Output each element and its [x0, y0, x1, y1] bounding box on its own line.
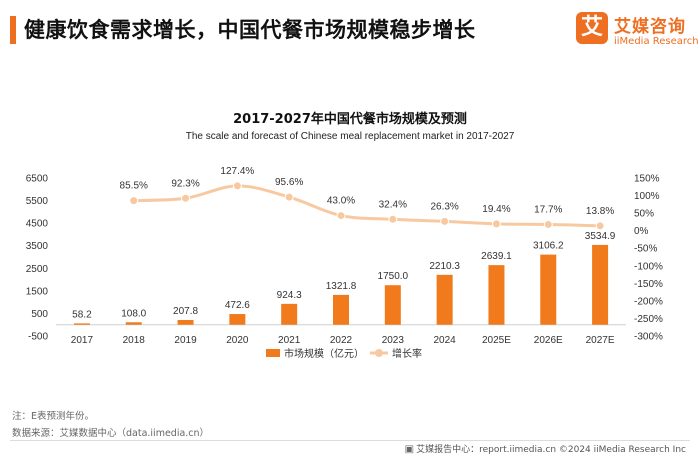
- bar-2021: [281, 303, 298, 325]
- x-tick-label: 2020: [226, 335, 249, 346]
- y-right-tick-label: -100%: [634, 261, 663, 272]
- growth-value-label: 17.7%: [534, 204, 562, 215]
- data-source: 数据来源：艾媒数据中心（data.iimedia.cn）: [12, 428, 210, 439]
- bar-2024: [436, 274, 453, 325]
- growth-point-2025E: [491, 219, 501, 229]
- growth-value-label: 19.4%: [482, 204, 510, 215]
- growth-point-2027E: [595, 221, 605, 231]
- x-tick-label: 2023: [382, 335, 405, 346]
- legend-bar-label: 市场规模（亿元）: [284, 347, 364, 360]
- growth-value-label: 26.3%: [430, 201, 458, 212]
- legend-line-marker: [375, 349, 383, 357]
- bar-value-label: 58.2: [72, 309, 92, 320]
- bar-2019: [177, 320, 194, 325]
- x-tick-label: 2027E: [586, 335, 615, 346]
- chart-title: 2017-2027年中国代餐市场规模及预测: [233, 112, 467, 127]
- growth-point-2021: [284, 192, 294, 202]
- growth-rate-line: [133, 184, 601, 228]
- y-right-tick-label: -50%: [634, 244, 657, 255]
- bar-2018: [125, 322, 142, 325]
- y-left-tick-label: 5500: [26, 196, 49, 207]
- growth-value-label: 13.8%: [586, 206, 614, 217]
- footer-divider: [10, 440, 690, 441]
- x-tick-label: 2026E: [534, 335, 563, 346]
- growth-value-label: 92.3%: [171, 178, 199, 189]
- y-left-tick-label: 3500: [26, 241, 49, 252]
- growth-point-2019: [181, 193, 191, 203]
- y-right-tick-label: 0%: [634, 226, 649, 237]
- bar-value-label: 3106.2: [533, 241, 564, 252]
- bar-2020: [229, 314, 246, 325]
- bar-2026E: [540, 254, 557, 325]
- headline-accent-bar: [10, 16, 16, 44]
- report-center-icon: ▣: [404, 444, 415, 455]
- page-headline: 健康饮食需求增长，中国代餐市场规模稳步增长: [24, 18, 476, 42]
- bar-value-label: 2210.3: [429, 261, 460, 272]
- y-left-tick-label: 500: [31, 309, 48, 320]
- bar-value-label: 924.3: [277, 290, 302, 301]
- growth-point-2020: [232, 181, 242, 191]
- footnote: 注：E表预测年份。: [12, 411, 95, 422]
- growth-value-label: 85.5%: [120, 181, 148, 192]
- brand-logo: 艾 艾媒咨询 iiMedia Research: [576, 12, 699, 52]
- y-left-tick-label: 4500: [26, 219, 49, 230]
- y-right-tick-label: 50%: [634, 209, 654, 220]
- x-tick-label: 2022: [330, 335, 353, 346]
- y-left-tick-label: -500: [28, 332, 48, 343]
- y-left-tick-label: 6500: [26, 174, 49, 185]
- x-tick-label: 2024: [434, 335, 457, 346]
- growth-point-2023: [388, 214, 398, 224]
- growth-value-label: 43.0%: [327, 196, 355, 207]
- footer-credit: ▣ 艾媒报告中心：report.iimedia.cn ©2024 iiMedia …: [405, 442, 686, 455]
- logo-mark-icon: 艾: [576, 12, 608, 44]
- y-left-tick-label: 2500: [26, 264, 49, 275]
- legend-line-label: 增长率: [392, 347, 422, 360]
- x-tick-label: 2017: [71, 335, 94, 346]
- chart-subtitle: The scale and forecast of Chinese meal r…: [185, 131, 515, 142]
- x-tick-label: 2025E: [482, 335, 511, 346]
- x-tick-label: 2019: [174, 335, 197, 346]
- bar-2017: [73, 323, 90, 325]
- x-tick-label: 2021: [278, 335, 301, 346]
- growth-point-2024: [440, 216, 450, 226]
- y-right-tick-label: -150%: [634, 279, 663, 290]
- bar-value-label: 472.6: [225, 300, 250, 311]
- logo-chinese-name: 艾媒咨询: [614, 17, 686, 37]
- x-tick-label: 2018: [123, 335, 146, 346]
- y-right-tick-label: -250%: [634, 314, 663, 325]
- growth-point-2018: [129, 196, 139, 206]
- y-right-tick-label: -300%: [634, 332, 663, 343]
- bar-2022: [333, 294, 349, 325]
- bar-value-label: 1750.0: [378, 271, 409, 282]
- bar-value-label: 108.0: [121, 308, 146, 319]
- y-right-tick-label: -200%: [634, 296, 663, 307]
- y-left-tick-label: 1500: [26, 286, 49, 297]
- bar-2023: [384, 285, 401, 325]
- bar-2027E: [592, 244, 609, 325]
- bar-value-label: 207.8: [173, 306, 198, 317]
- bar-2025E: [488, 265, 505, 325]
- growth-value-label: 127.4%: [220, 166, 254, 177]
- footer-credit-text: 艾媒报告中心：report.iimedia.cn ©2024 iiMedia R…: [416, 445, 686, 455]
- bar-value-label: 1321.8: [326, 281, 357, 292]
- legend-bar-swatch: [266, 349, 280, 357]
- growth-value-label: 95.6%: [275, 177, 303, 188]
- growth-point-2026E: [543, 219, 553, 229]
- logo-english-name: iiMedia Research: [614, 36, 699, 47]
- y-right-tick-label: 100%: [634, 191, 660, 202]
- growth-point-2022: [336, 211, 346, 221]
- bar-value-label: 2639.1: [481, 251, 512, 262]
- bar-value-label: 3534.9: [585, 231, 616, 242]
- growth-value-label: 32.4%: [379, 199, 407, 210]
- y-right-tick-label: 150%: [634, 174, 660, 185]
